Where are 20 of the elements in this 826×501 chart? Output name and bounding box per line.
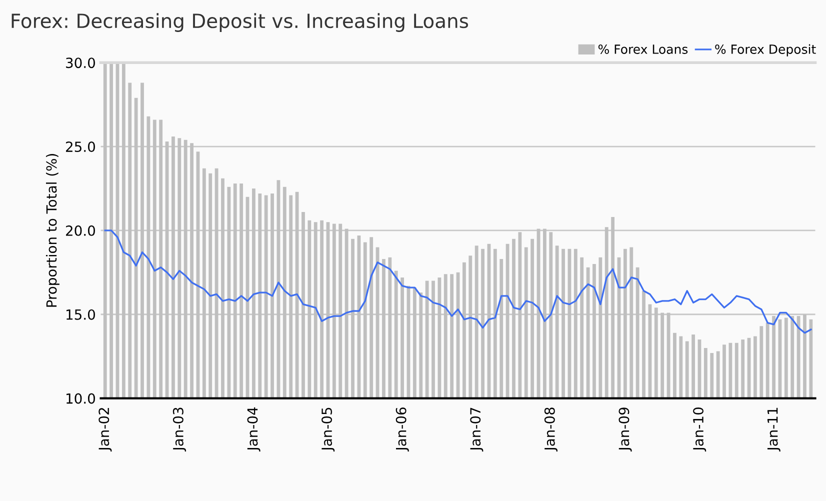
- legend-label: % Forex Deposit: [715, 44, 816, 56]
- legend-label: % Forex Loans: [598, 44, 688, 54]
- y-tick-label: 15.0: [66, 309, 95, 320]
- x-tick-label: Jan-09: [618, 408, 632, 452]
- x-tick-label: Jan-04: [247, 407, 260, 452]
- x-tick-label: Jan-02: [98, 408, 112, 452]
- x-tick-label: Jan-08: [544, 408, 558, 452]
- y-tick-label: 25.0: [66, 142, 95, 152]
- x-tick-label: Jan-06: [396, 408, 409, 452]
- y-tick-label: 10.0: [66, 393, 95, 404]
- line-series: [104, 230, 812, 334]
- x-tick-label: Jan-11: [767, 408, 780, 452]
- x-tick-label: Jan-10: [693, 408, 706, 452]
- x-tick-label: Jan-05: [322, 408, 335, 452]
- x-tick-label: Jan-03: [172, 408, 186, 452]
- y-tick-label: 30.0: [66, 58, 95, 68]
- y-axis-title: Proportion to Total (%): [46, 154, 60, 307]
- y-tick-label: 20.0: [66, 225, 95, 236]
- chart-title: Forex: Decreasing Deposit vs. Increasing Loans: [12, 13, 468, 32]
- x-tick-label: Jan-07: [470, 408, 484, 452]
